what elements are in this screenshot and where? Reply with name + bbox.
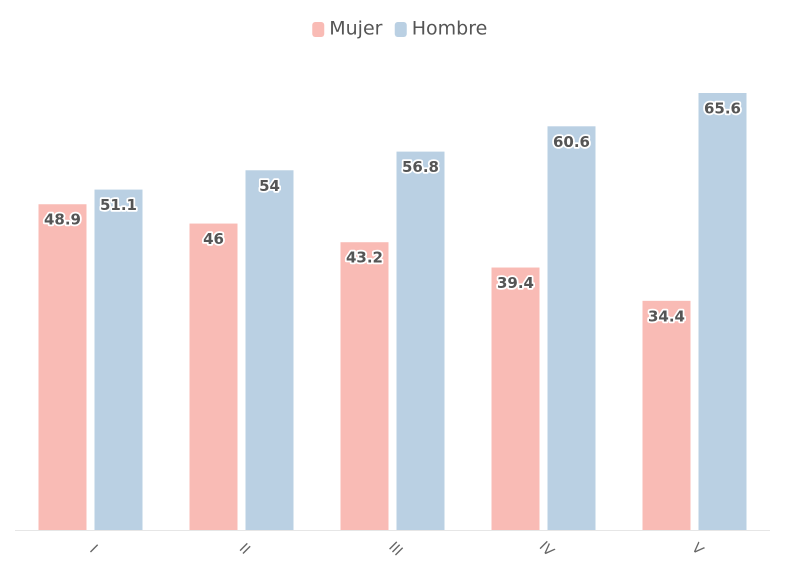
data-label: 48.9 [44,211,81,229]
legend-swatch [394,22,407,37]
legend-label: Hombre [412,18,488,40]
bar [94,189,143,530]
bar [396,151,445,530]
bar [491,267,540,530]
data-label: 51.1 [100,196,137,214]
legend-label: Mujer [329,18,382,40]
data-label: 43.2 [346,249,383,267]
x-tick-label: III [385,539,405,559]
data-label: 65.6 [704,100,741,118]
data-label: 54 [259,177,280,195]
data-label: 56.8 [402,158,439,176]
bar [245,170,294,530]
data-label: 34.4 [648,307,685,325]
x-tick-label: I [86,542,100,556]
bar [698,93,747,530]
x-tick-label: IV [536,539,557,560]
bar [340,242,389,530]
bar [189,223,238,530]
bar [38,204,87,530]
legend-swatch [312,22,325,37]
bar [547,126,596,531]
bar [642,300,691,530]
x-tick-label: II [236,541,253,558]
data-label: 39.4 [497,274,534,292]
x-tick-label: V [688,540,706,558]
data-label: 60.6 [553,133,590,151]
data-label: 46 [203,230,224,248]
